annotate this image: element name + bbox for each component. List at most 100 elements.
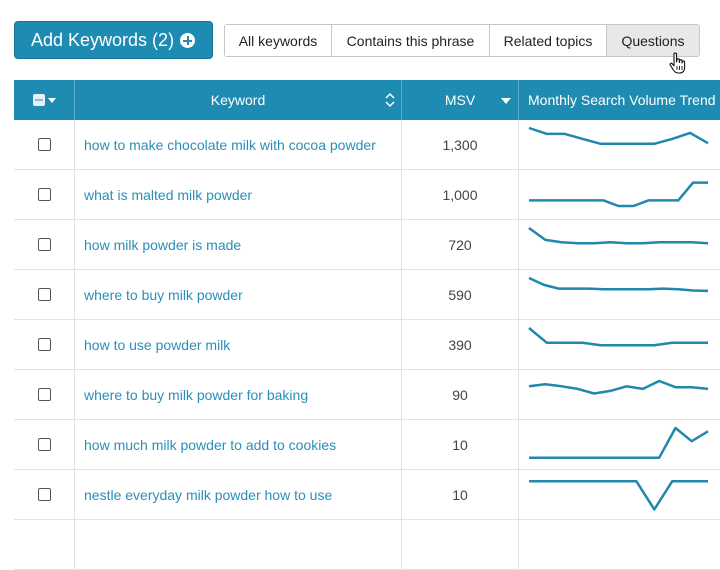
msv-cell: 1,000 xyxy=(402,170,519,219)
keyword-column-header[interactable]: Keyword xyxy=(75,80,402,120)
keyword-link[interactable]: how much milk powder to add to cookies xyxy=(84,436,337,453)
tab-all-keywords[interactable]: All keywords xyxy=(225,25,332,56)
trend-cell xyxy=(519,420,720,469)
trend-line xyxy=(529,426,709,459)
row-checkbox[interactable] xyxy=(37,338,51,351)
msv-cell: 590 xyxy=(402,270,519,319)
table-row: what is malted milk powder 1,000 xyxy=(14,170,720,220)
trend-sparkline xyxy=(529,480,708,511)
msv-value: 90 xyxy=(452,386,468,403)
trend-sparkline xyxy=(529,426,709,459)
caret-down-icon xyxy=(47,97,56,103)
keyword-cell: where to buy milk powder for baking xyxy=(75,370,402,419)
tab-questions-label: Questions xyxy=(621,32,685,49)
tab-contains-this-phrase[interactable]: Contains this phrase xyxy=(332,25,490,56)
row-checkbox[interactable] xyxy=(37,388,51,401)
trend-cell xyxy=(519,170,720,219)
msv-value: 10 xyxy=(452,486,468,503)
trend-line xyxy=(529,480,708,511)
row-select-cell xyxy=(14,520,75,569)
table-header: Keyword MSV Monthly Search Volume Trend xyxy=(14,80,720,120)
keyword-link[interactable]: how to make chocolate milk with cocoa po… xyxy=(84,136,376,153)
trend-cell xyxy=(519,320,720,369)
trend-line xyxy=(528,327,708,347)
msv-value: 390 xyxy=(448,336,472,353)
select-all-dropdown[interactable] xyxy=(14,80,75,120)
msv-header-label: MSV xyxy=(444,92,476,108)
msv-value: 720 xyxy=(448,236,472,253)
row-select-cell xyxy=(14,220,75,269)
msv-value: 10 xyxy=(452,436,468,453)
select-all-checkbox[interactable] xyxy=(32,94,45,106)
row-select-cell xyxy=(14,170,75,219)
table-row-empty xyxy=(14,520,720,570)
row-select-cell xyxy=(14,370,75,419)
keyword-filter-tabs: All keywords Contains this phrase Relate… xyxy=(224,24,700,57)
trend-cell xyxy=(519,270,720,319)
keyword-link[interactable]: how to use powder milk xyxy=(84,336,231,353)
trend-line xyxy=(529,181,708,208)
sort-desc-icon xyxy=(501,98,511,104)
trend-column-header: Monthly Search Volume Trend xyxy=(519,80,720,120)
row-select-cell xyxy=(14,320,75,369)
sort-icon xyxy=(385,92,395,108)
row-checkbox[interactable] xyxy=(37,488,51,501)
trend-line xyxy=(528,226,709,245)
table-row: where to buy milk powder for baking 90 xyxy=(14,370,720,420)
hand-cursor-icon xyxy=(669,52,686,74)
keyword-table-body: how to make chocolate milk with cocoa po… xyxy=(14,120,720,570)
trend-line xyxy=(528,276,709,293)
row-checkbox[interactable] xyxy=(37,438,51,451)
tab-questions[interactable]: Questions xyxy=(607,25,699,56)
keyword-link[interactable]: where to buy milk powder xyxy=(84,286,243,303)
table-row: where to buy milk powder 590 xyxy=(14,270,720,320)
msv-cell: 10 xyxy=(402,470,519,519)
msv-value: 1,000 xyxy=(442,186,478,203)
keyword-link[interactable]: where to buy milk powder for baking xyxy=(84,386,309,403)
keyword-link[interactable]: what is malted milk powder xyxy=(84,186,253,203)
keyword-cell: how to make chocolate milk with cocoa po… xyxy=(75,120,402,169)
trend-sparkline xyxy=(528,276,709,293)
keyword-link[interactable]: how milk powder is made xyxy=(84,236,242,253)
msv-cell: 390 xyxy=(402,320,519,369)
add-keywords-button[interactable]: Add Keywords (2) xyxy=(14,21,213,59)
trend-cell xyxy=(519,120,720,169)
row-select-cell xyxy=(14,470,75,519)
table-row: how milk powder is made 720 xyxy=(14,220,720,270)
row-select-cell xyxy=(14,420,75,469)
trend-line xyxy=(528,126,709,146)
row-checkbox[interactable] xyxy=(37,188,51,201)
trend-header-label: Monthly Search Volume Trend xyxy=(528,92,716,108)
row-checkbox[interactable] xyxy=(37,238,51,251)
trend-cell xyxy=(519,470,720,519)
row-select-cell xyxy=(14,270,75,319)
tab-contains-this-phrase-label: Contains this phrase xyxy=(346,32,475,49)
row-checkbox[interactable] xyxy=(37,138,51,151)
trend-line xyxy=(528,379,709,395)
table-row: how much milk powder to add to cookies 10 xyxy=(14,420,720,470)
msv-cell xyxy=(402,520,519,569)
trend-sparkline xyxy=(529,181,708,208)
trend-cell xyxy=(519,520,720,569)
trend-cell xyxy=(519,370,720,419)
add-keywords-label: Add Keywords (2) xyxy=(31,29,175,50)
msv-column-header[interactable]: MSV xyxy=(402,80,519,120)
trend-sparkline xyxy=(528,126,709,146)
keyword-header-label: Keyword xyxy=(210,92,266,108)
table-row: how to make chocolate milk with cocoa po… xyxy=(14,120,720,170)
table-row: nestle everyday milk powder how to use 10 xyxy=(14,470,720,520)
msv-cell: 10 xyxy=(402,420,519,469)
msv-value: 590 xyxy=(448,286,472,303)
msv-cell: 1,300 xyxy=(402,120,519,169)
keyword-cell: where to buy milk powder xyxy=(75,270,402,319)
msv-cell: 90 xyxy=(402,370,519,419)
keyword-cell: what is malted milk powder xyxy=(75,170,402,219)
trend-sparkline xyxy=(528,379,709,395)
row-checkbox[interactable] xyxy=(37,288,51,301)
tab-related-topics[interactable]: Related topics xyxy=(490,25,607,56)
msv-cell: 720 xyxy=(402,220,519,269)
msv-value: 1,300 xyxy=(442,136,478,153)
trend-sparkline xyxy=(528,327,708,347)
keyword-link[interactable]: nestle everyday milk powder how to use xyxy=(84,486,333,503)
plus-circle-icon xyxy=(180,33,195,48)
